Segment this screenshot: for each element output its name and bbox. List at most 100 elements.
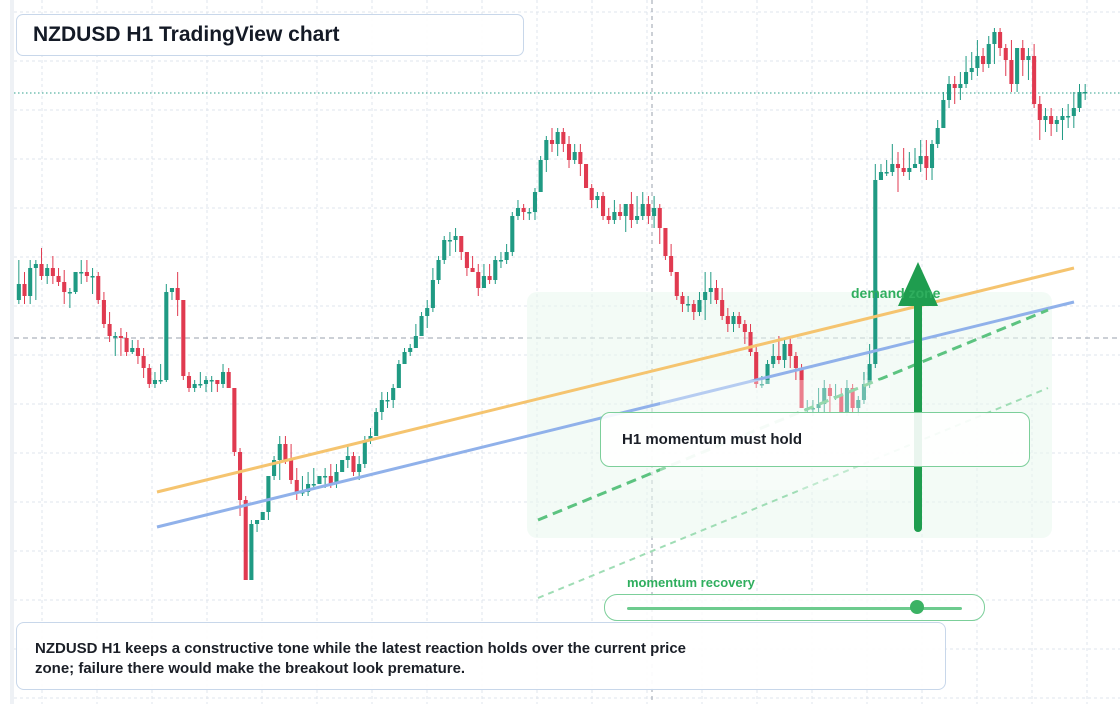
candle — [464, 252, 469, 276]
candle — [935, 120, 940, 148]
candle — [260, 512, 265, 520]
candle-body — [799, 368, 804, 408]
candle-body — [45, 268, 50, 276]
candle-body — [164, 292, 169, 380]
candle — [493, 256, 498, 284]
candle-body — [629, 204, 634, 220]
candle — [640, 192, 645, 220]
candle-body — [890, 164, 895, 172]
candle-body — [67, 292, 72, 294]
momentum-slider[interactable] — [604, 594, 985, 621]
candle — [850, 384, 855, 412]
candle-body — [141, 356, 146, 368]
candle-body — [33, 264, 38, 268]
candle — [952, 76, 957, 104]
candle — [101, 292, 106, 328]
demand-zone-label: demand zone — [851, 285, 941, 301]
candle-body — [84, 272, 89, 276]
candle — [822, 380, 827, 412]
candle-body — [311, 484, 316, 486]
candle-body — [277, 444, 282, 460]
candle — [164, 284, 169, 382]
momentum-slider-knob[interactable] — [909, 600, 924, 614]
candle — [629, 192, 634, 228]
candle-body — [674, 272, 679, 296]
candle-body — [56, 276, 61, 282]
candle — [663, 228, 668, 260]
candle — [839, 388, 844, 412]
candle-body — [96, 276, 101, 300]
candle-body — [345, 456, 350, 460]
candle — [45, 264, 50, 284]
candle — [1015, 48, 1020, 92]
candle — [1020, 40, 1025, 76]
candle-body — [334, 472, 339, 484]
candle-body — [958, 84, 963, 88]
candle — [601, 192, 606, 220]
candle-body — [493, 260, 498, 280]
candle-body — [79, 272, 84, 274]
candle-body — [402, 352, 407, 364]
candle-body — [442, 240, 447, 260]
candle-body — [549, 140, 555, 144]
candle-body — [737, 316, 742, 324]
candle — [408, 344, 413, 356]
candle-body — [306, 484, 311, 492]
candle-body — [481, 276, 486, 288]
candle — [266, 476, 271, 520]
candle-body — [498, 260, 503, 262]
candle — [351, 452, 356, 476]
candle — [294, 468, 299, 500]
candle — [79, 260, 84, 284]
candle — [532, 188, 538, 220]
candle — [1032, 44, 1037, 108]
candle — [96, 272, 101, 304]
candle — [175, 272, 180, 316]
candle-body — [260, 512, 265, 520]
candle-body — [635, 216, 640, 220]
candle-body — [175, 288, 180, 300]
candle — [277, 436, 282, 480]
candle-body — [703, 292, 708, 300]
candle — [1060, 108, 1065, 140]
candle-body — [447, 240, 452, 242]
candle — [680, 292, 685, 312]
candle-body — [362, 440, 367, 464]
candle — [340, 460, 345, 472]
candle-body — [453, 236, 458, 240]
candle-body — [294, 480, 299, 492]
candle — [964, 56, 969, 88]
candle — [861, 372, 866, 404]
candle — [203, 376, 209, 392]
candle-body — [1037, 104, 1042, 120]
candle — [1077, 84, 1082, 112]
candle-body — [652, 208, 657, 216]
candle-body — [255, 520, 260, 524]
candle — [669, 244, 674, 276]
candle — [737, 312, 742, 328]
candle-body — [527, 212, 532, 214]
candle — [425, 300, 430, 328]
candle — [674, 272, 679, 300]
candle — [884, 160, 889, 176]
candle — [385, 392, 390, 408]
candle-body — [566, 144, 572, 160]
candle-body — [680, 296, 685, 304]
analysis-caption: NZDUSD H1 keeps a constructive tone whil… — [35, 640, 687, 677]
candle-body — [640, 204, 645, 216]
candle-body — [1015, 48, 1020, 84]
candle — [878, 164, 884, 180]
candle — [124, 332, 129, 356]
candle — [1054, 116, 1059, 132]
candle-body — [272, 460, 277, 476]
candle-body — [952, 84, 957, 88]
candle-body — [203, 380, 209, 384]
candle — [1037, 96, 1042, 140]
candle-body — [765, 364, 770, 384]
candle-body — [861, 384, 866, 400]
candle-body — [124, 338, 129, 352]
candle — [379, 392, 384, 420]
candle-body — [901, 168, 906, 172]
candle — [209, 376, 214, 392]
candle-body — [929, 144, 935, 168]
